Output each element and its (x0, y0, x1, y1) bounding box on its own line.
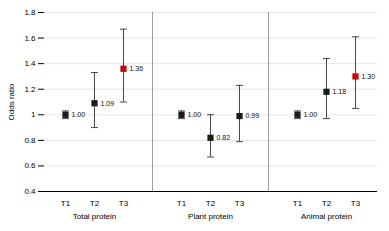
svg-text:T2: T2 (206, 199, 216, 208)
svg-text:1.36: 1.36 (130, 65, 144, 72)
svg-text:Total protein: Total protein (73, 212, 117, 221)
svg-text:Plant protein: Plant protein (188, 212, 233, 221)
svg-text:0.8: 0.8 (24, 136, 36, 145)
svg-text:T1: T1 (177, 199, 187, 208)
svg-text:1.00: 1.00 (188, 111, 202, 118)
svg-text:T1: T1 (293, 199, 303, 208)
svg-text:1.2: 1.2 (24, 85, 36, 94)
svg-text:0.82: 0.82 (217, 134, 231, 141)
svg-text:1.30: 1.30 (362, 73, 376, 80)
svg-text:T3: T3 (235, 199, 245, 208)
svg-text:T1: T1 (61, 199, 71, 208)
svg-text:T3: T3 (119, 199, 129, 208)
svg-text:0.99: 0.99 (246, 112, 260, 119)
svg-text:Odds ratio: Odds ratio (7, 83, 16, 120)
svg-text:1.4: 1.4 (24, 59, 36, 68)
svg-text:1.09: 1.09 (101, 100, 115, 107)
svg-text:1.00: 1.00 (304, 111, 318, 118)
svg-text:1.6: 1.6 (24, 34, 36, 43)
svg-text:T2: T2 (90, 199, 100, 208)
svg-text:T2: T2 (322, 199, 332, 208)
svg-text:T3: T3 (351, 199, 361, 208)
svg-text:0.6: 0.6 (24, 161, 36, 170)
svg-text:1.8: 1.8 (24, 8, 36, 17)
svg-text:1.00: 1.00 (72, 111, 86, 118)
svg-text:0.4: 0.4 (24, 187, 36, 196)
svg-text:Animal protein: Animal protein (301, 212, 352, 221)
svg-text:1.18: 1.18 (333, 88, 347, 95)
svg-text:1: 1 (31, 110, 36, 119)
